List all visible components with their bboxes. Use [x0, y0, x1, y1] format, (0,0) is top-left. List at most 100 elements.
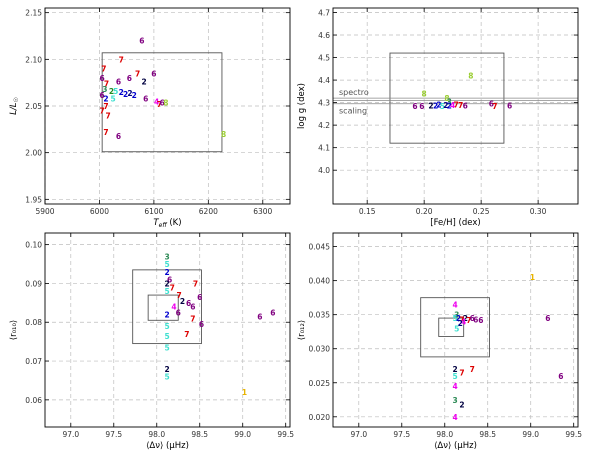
y-tick-label: 0.045: [309, 243, 331, 252]
data-point: 5: [452, 372, 457, 381]
y-tick-label: 4.4: [318, 76, 330, 85]
x-tick-label: 5900: [35, 207, 54, 216]
data-point: 5: [110, 95, 115, 104]
data-point: 6: [463, 101, 468, 110]
data-point: 4: [171, 303, 176, 312]
y-axis-label: L/L☉: [9, 97, 20, 115]
data-point: 2: [180, 297, 185, 306]
x-tick-label: 6000: [90, 207, 109, 216]
y-tick-label: 4.7: [318, 9, 330, 18]
data-point: 6: [100, 91, 105, 100]
data-point: 5: [164, 322, 169, 331]
data-point: 7: [193, 279, 198, 288]
x-tick-label: 99.5: [565, 430, 582, 439]
x-tick-label: 97.0: [62, 430, 79, 439]
data-point: 7: [176, 291, 181, 300]
x-tick-label: 99.0: [234, 430, 251, 439]
data-point: 2: [141, 78, 146, 87]
x-tick-label: 97.0: [350, 430, 367, 439]
y-tick-label: 0.06: [25, 396, 42, 405]
data-point: 3: [102, 85, 107, 94]
data-point: 5: [164, 287, 169, 296]
data-point: 7: [103, 102, 108, 111]
data-point: 2: [458, 319, 463, 328]
data-point: 7: [100, 107, 105, 116]
x-axis-label: Teff (K): [153, 218, 181, 229]
data-point: 5: [454, 324, 459, 333]
x-axis-label: [Fe/H] (dex): [430, 218, 480, 228]
data-point: 8: [422, 90, 427, 99]
data-point: 7: [101, 65, 106, 74]
data-point: 4: [452, 382, 457, 391]
data-point: 7: [190, 314, 195, 323]
data-point: 4: [452, 300, 457, 309]
y-tick-label: 4.1: [318, 144, 330, 153]
data-point: 6: [558, 372, 563, 381]
data-point: 8: [221, 130, 226, 139]
data-point: 4: [154, 97, 159, 106]
data-point: 4: [461, 317, 466, 326]
x-axis-label: ⟨Δν⟩ (μHz): [146, 441, 189, 451]
data-point: 2: [447, 101, 452, 110]
x-axis-label: ⟨Δν⟩ (μHz): [434, 441, 477, 451]
uncertainty-box: [147, 294, 179, 321]
y-tick-label: 2.00: [25, 149, 42, 158]
data-point: 6: [116, 78, 121, 87]
data-point: 2: [456, 314, 461, 323]
data-point: 2: [109, 87, 114, 96]
data-point: 6: [545, 314, 550, 323]
data-point: 7: [106, 111, 111, 120]
data-point: 2: [132, 91, 137, 100]
data-point: 6: [257, 312, 262, 321]
data-point: 8: [468, 72, 473, 81]
data-point: 6: [176, 309, 181, 318]
data-point: 6: [270, 309, 275, 318]
data-point: 5: [164, 332, 169, 341]
data-point: 6: [419, 102, 424, 111]
data-point: 7: [170, 283, 175, 292]
data-point: 2: [164, 279, 169, 288]
data-point: 4: [452, 413, 457, 422]
axes-frame: [332, 232, 579, 428]
data-point: 2: [119, 88, 124, 97]
data-point: 5: [452, 314, 457, 323]
data-point: 6: [159, 98, 164, 107]
plot-area: [333, 233, 578, 427]
y-tick-label: 4.2: [318, 121, 330, 130]
data-point: 7: [157, 100, 162, 109]
data-point: 2: [164, 310, 169, 319]
data-point: 2: [127, 89, 132, 98]
data-point: 6: [478, 316, 483, 325]
y-tick-label: 4.5: [318, 54, 330, 63]
x-tick-label: 99.5: [277, 430, 294, 439]
x-tick-label: 6100: [144, 207, 163, 216]
data-point: 2: [459, 401, 464, 410]
uncertainty-box: [438, 317, 465, 337]
data-point: 5: [113, 87, 118, 96]
data-point: 6: [197, 293, 202, 302]
x-tick-label: 0.25: [473, 207, 490, 216]
y-tick-label: 2.15: [25, 9, 42, 18]
x-tick-label: 97.5: [393, 430, 410, 439]
data-point: 2: [443, 101, 448, 110]
data-point: 6: [151, 69, 156, 78]
y-tick-label: 2.10: [25, 55, 42, 64]
reference-line-label: spectro: [339, 88, 369, 97]
y-tick-label: 0.030: [309, 345, 331, 354]
y-tick-label: 4.3: [318, 99, 330, 108]
x-tick-label: 0.30: [530, 207, 547, 216]
data-point: 6: [473, 315, 478, 324]
data-point: 6: [139, 37, 144, 46]
y-tick-label: 0.040: [309, 277, 331, 286]
data-point: 6: [143, 95, 148, 104]
x-tick-label: 98.0: [148, 430, 165, 439]
x-tick-label: 6200: [199, 207, 218, 216]
data-point: 7: [459, 315, 464, 324]
plot-area: [333, 8, 578, 204]
y-axis-label: log g (dex): [297, 83, 307, 129]
data-point: 4: [450, 101, 455, 110]
